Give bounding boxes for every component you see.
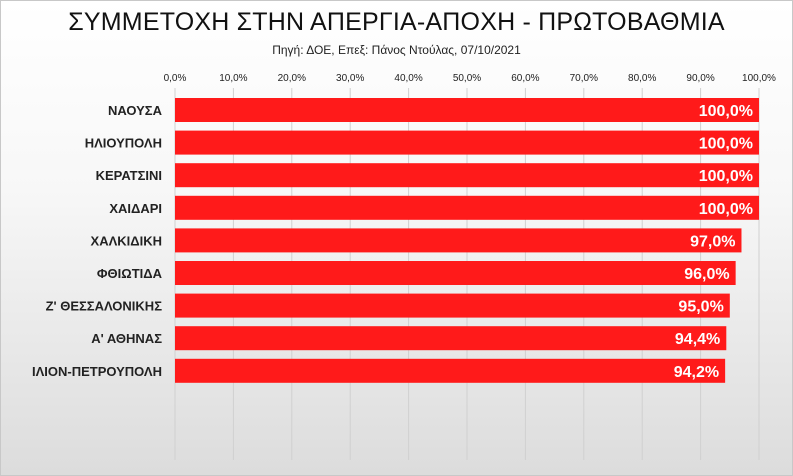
data-label: 100,0% [699, 103, 753, 120]
bar [175, 293, 730, 318]
x-tick-labels: 0,0% 10,0% 20,0% 30,0% 40,0% 50,0% 60,0% 70,0% 8… [164, 73, 776, 84]
data-label: 94,2% [674, 364, 719, 381]
category-label: ΙΛΙΟΝ-ΠΕΤΡΟΥΠΟΛΗ [32, 364, 162, 379]
category-label: Α' ΑΘΗΝΑΣ [91, 331, 162, 346]
x-tick-label: 50,0% [453, 73, 481, 84]
x-tick-label: 100,0% [742, 73, 776, 84]
data-label: 100,0% [699, 168, 753, 185]
category-label: ΚΕΡΑΤΣΙΝΙ [96, 168, 162, 183]
category-label: Ζ' ΘΕΣΣΑΛΟΝΙΚΗΣ [46, 299, 163, 314]
x-tick-label: 90,0% [686, 73, 714, 84]
chart-title: ΣΥΜΜΕΤΟΧΗ ΣΤΗΝ ΑΠΕΡΓΙΑ-ΑΠΟΧΗ - ΠΡΩΤΟΒΑΘΜ… [68, 8, 725, 36]
data-label: 94,4% [675, 331, 720, 348]
x-tick-label: 40,0% [394, 73, 422, 84]
data-labels: 100,0% 100,0% 100,0% 100,0% 97,0% 96,0% 95,0% 9… [674, 103, 753, 381]
data-label: 97,0% [690, 233, 735, 250]
category-label: ΦΘΙΩΤΙΔΑ [97, 266, 163, 281]
bar [175, 261, 736, 285]
chart-subtitle: Πηγή: ΔΟΕ, Επεξ: Πάνος Ντούλας, 07/10/20… [272, 43, 521, 57]
x-tick-label: 30,0% [336, 73, 364, 84]
bar [175, 326, 727, 351]
bar [175, 163, 759, 188]
data-label: 100,0% [699, 136, 753, 153]
category-labels: ΝΑΟΥΣΑ ΗΛΙΟΥΠΟΛΗ ΚΕΡΑΤΣΙΝΙ ΧΑΙΔΑΡΙ ΧΑΛΚΙΔΙΚΗ… [32, 103, 163, 379]
category-label: ΗΛΙΟΥΠΟΛΗ [85, 136, 162, 151]
x-tick-label: 80,0% [628, 73, 656, 84]
x-tick-label: 0,0% [164, 73, 187, 84]
data-label: 95,0% [678, 299, 723, 316]
bar [175, 98, 759, 122]
x-tick-label: 60,0% [511, 73, 539, 84]
bar [175, 130, 759, 155]
category-label: ΧΑΙΔΑΡΙ [109, 201, 162, 216]
x-tick-label: 70,0% [570, 73, 598, 84]
bar [175, 228, 742, 253]
bar [175, 195, 759, 220]
category-label: ΧΑΛΚΙΔΙΚΗ [91, 233, 162, 248]
category-label: ΝΑΟΥΣΑ [108, 103, 163, 118]
data-label: 96,0% [684, 266, 729, 283]
x-tick-label: 10,0% [219, 73, 247, 84]
bar [175, 358, 726, 383]
bars [175, 98, 759, 383]
data-label: 100,0% [699, 201, 753, 218]
x-tick-label: 20,0% [278, 73, 306, 84]
